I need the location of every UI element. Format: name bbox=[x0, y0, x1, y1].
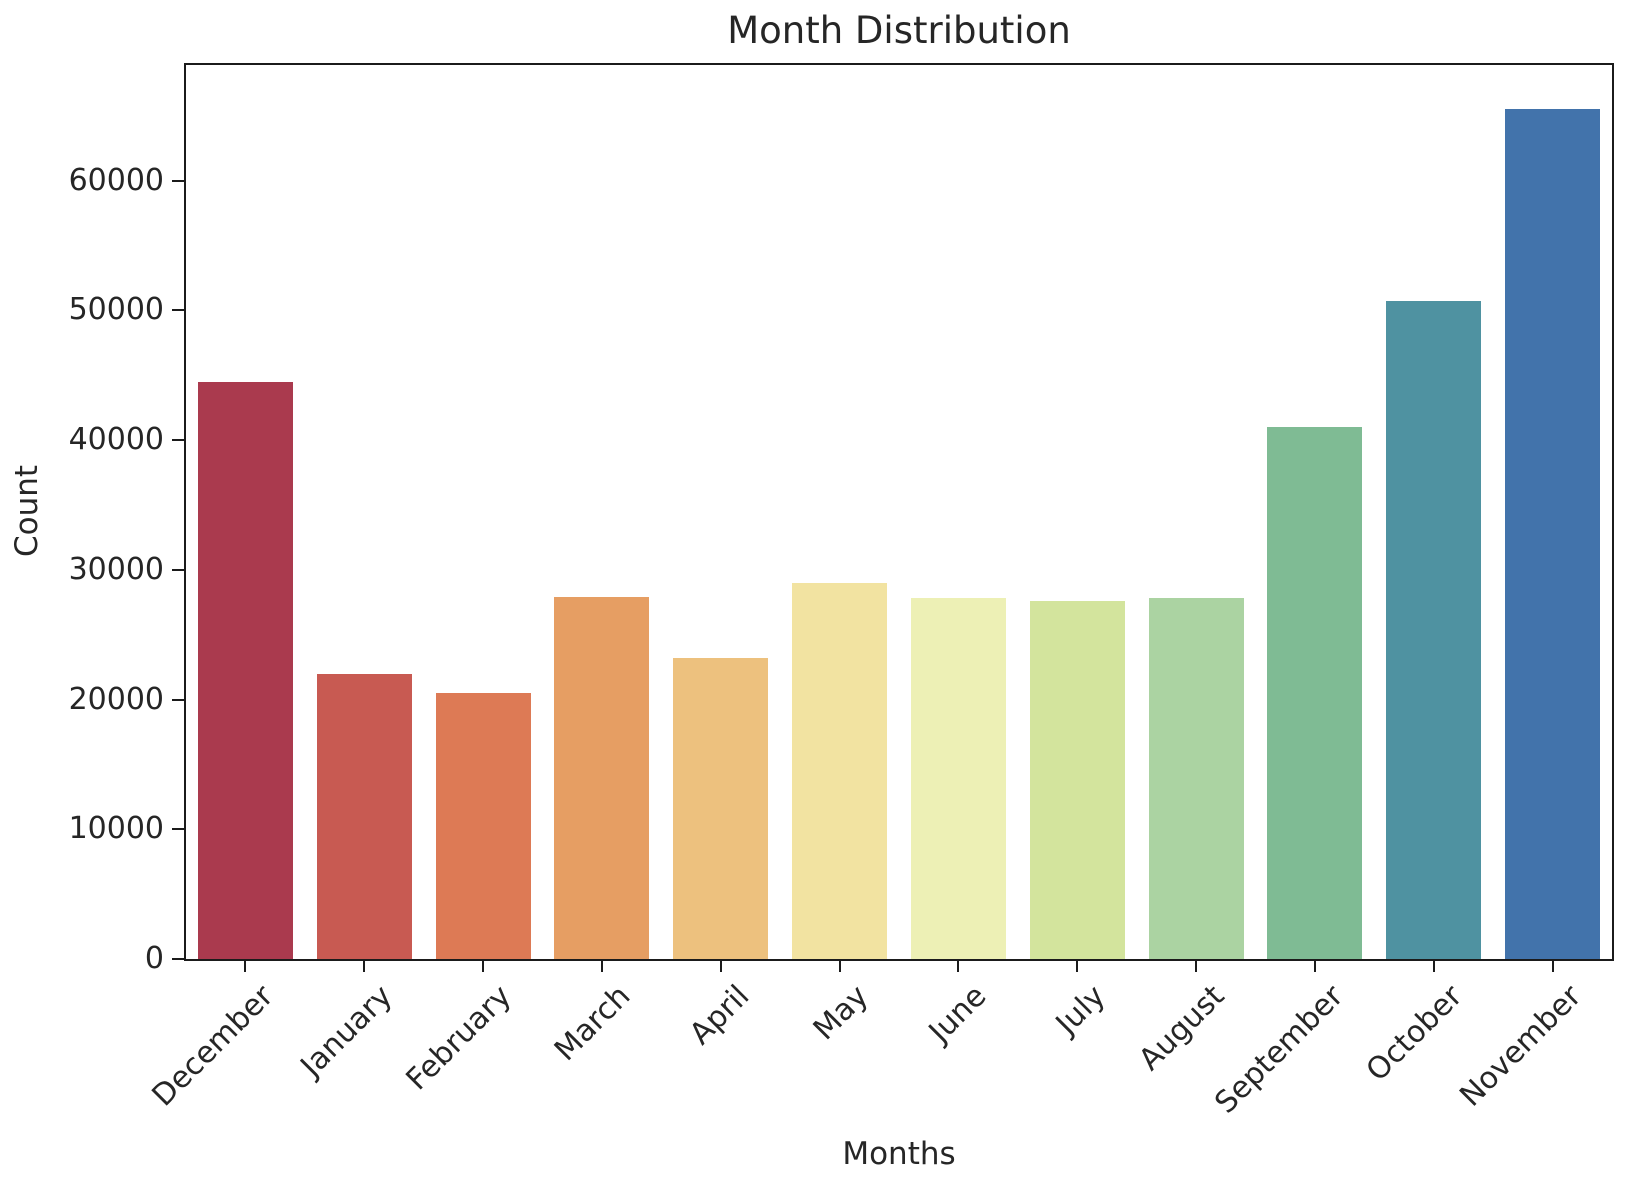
x-tick-label-july: July bbox=[1049, 978, 1113, 1042]
x-tick-january bbox=[363, 961, 366, 972]
y-tick-30000 bbox=[172, 568, 184, 571]
x-tick-label-april: April bbox=[682, 978, 757, 1052]
x-tick-label-august: August bbox=[1132, 978, 1232, 1078]
x-tick-december bbox=[244, 961, 247, 972]
x-tick-label-january: January bbox=[294, 978, 400, 1084]
x-tick-april bbox=[719, 961, 722, 972]
x-tick-label-february: February bbox=[399, 978, 519, 1098]
bar-december bbox=[197, 381, 293, 959]
x-tick-label-december: December bbox=[145, 978, 281, 1114]
y-tick-label-40000: 40000 bbox=[68, 422, 164, 457]
x-tick-march bbox=[600, 961, 603, 972]
y-tick-label-0: 0 bbox=[144, 941, 164, 976]
x-tick-label-may: May bbox=[806, 978, 875, 1048]
bar-may bbox=[792, 582, 888, 959]
x-tick-label-october: October bbox=[1359, 978, 1470, 1089]
y-tick-0 bbox=[172, 958, 184, 960]
x-tick-may bbox=[838, 961, 841, 972]
bar-february bbox=[435, 693, 531, 959]
y-tick-60000 bbox=[172, 179, 184, 182]
x-tick-label-march: March bbox=[547, 978, 638, 1069]
x-tick-july bbox=[1076, 961, 1079, 972]
bar-november bbox=[1505, 109, 1601, 959]
y-axis-label: Count bbox=[9, 464, 45, 558]
bar-october bbox=[1386, 301, 1482, 959]
x-tick-september bbox=[1313, 961, 1316, 972]
bar-september bbox=[1267, 427, 1363, 959]
bar-january bbox=[316, 673, 412, 959]
bar-april bbox=[673, 658, 769, 959]
x-tick-label-november: November bbox=[1452, 978, 1588, 1114]
bar-march bbox=[554, 597, 650, 959]
x-tick-june bbox=[957, 961, 960, 972]
x-axis-label: Months bbox=[842, 1136, 956, 1172]
bar-july bbox=[1029, 600, 1125, 959]
x-tick-february bbox=[482, 961, 485, 972]
x-tick-november bbox=[1551, 961, 1554, 972]
y-tick-20000 bbox=[172, 698, 184, 701]
x-tick-october bbox=[1432, 961, 1435, 972]
y-tick-label-30000: 30000 bbox=[68, 551, 164, 587]
y-tick-40000 bbox=[172, 439, 184, 441]
y-tick-50000 bbox=[172, 309, 184, 312]
x-tick-label-june: June bbox=[922, 978, 994, 1050]
x-tick-label-september: September bbox=[1208, 978, 1351, 1121]
y-tick-label-10000: 10000 bbox=[68, 811, 164, 847]
chart-title: Month Distribution bbox=[727, 9, 1071, 52]
y-tick-label-60000: 60000 bbox=[68, 162, 164, 198]
x-tick-august bbox=[1195, 961, 1198, 972]
y-tick-label-50000: 50000 bbox=[68, 292, 164, 328]
bar-june bbox=[910, 597, 1006, 959]
y-tick-10000 bbox=[172, 828, 184, 831]
bar-august bbox=[1148, 598, 1244, 959]
y-tick-label-20000: 20000 bbox=[68, 681, 164, 717]
